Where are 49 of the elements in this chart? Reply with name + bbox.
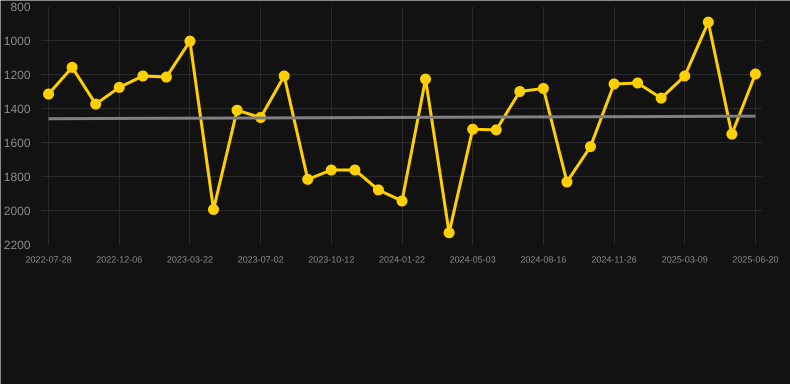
y-tick-label: 800	[10, 0, 31, 14]
point	[302, 174, 314, 185]
x-tick-label: 2025-03-09	[662, 254, 708, 264]
x-tick-label: 2024-11-26	[591, 254, 637, 264]
y-tick-label: 1000	[4, 34, 31, 48]
y-tick-label: 1200	[4, 68, 31, 82]
y-tick-label: 2000	[4, 204, 31, 218]
x-tick-label: 2023-10-12	[308, 254, 354, 264]
x-tick-label: 2025-06-20	[732, 254, 778, 264]
point	[467, 124, 478, 135]
point	[184, 36, 196, 47]
x-tick-label: 2024-01-22	[378, 254, 426, 264]
point	[396, 195, 408, 206]
x-tick-label: 2023-07-02	[238, 254, 284, 264]
x-tick-label: 2022-12-06	[96, 254, 142, 264]
point	[608, 78, 620, 90]
point	[232, 104, 243, 116]
point	[514, 86, 526, 97]
point	[43, 88, 54, 100]
point	[679, 70, 690, 82]
y-tick-label: 1400	[4, 102, 31, 116]
point	[632, 78, 644, 88]
point	[349, 164, 360, 176]
point	[420, 74, 432, 85]
x-tick-label: 2022-07-28	[26, 254, 72, 264]
y-tick-label: 2200	[4, 238, 31, 252]
point	[208, 204, 220, 215]
point	[444, 227, 455, 238]
point	[561, 176, 572, 188]
x-tick-label: 2024-08-16	[520, 254, 566, 264]
point	[326, 164, 337, 176]
point	[90, 98, 102, 110]
point	[160, 72, 172, 83]
point	[656, 92, 667, 104]
point	[750, 68, 761, 80]
point	[278, 70, 290, 82]
point	[490, 124, 502, 136]
point	[372, 184, 384, 196]
point	[584, 141, 596, 152]
point	[726, 128, 738, 140]
point	[66, 62, 78, 73]
point	[114, 82, 125, 93]
point	[538, 82, 549, 94]
x-tick-label: 2023-03-22	[166, 254, 213, 264]
x-tick-label: 2024-05-03	[450, 254, 496, 264]
point	[702, 16, 714, 28]
y-tick-label: 1600	[4, 136, 31, 150]
point	[137, 70, 148, 82]
y-tick-label: 1800	[4, 170, 31, 184]
